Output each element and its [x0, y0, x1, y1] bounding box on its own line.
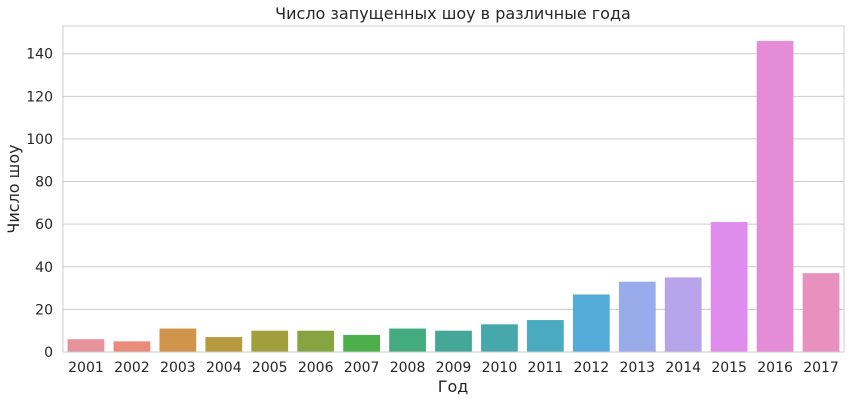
x-tick-label: 2009 — [436, 360, 472, 376]
x-tick-label: 2003 — [160, 360, 196, 376]
bar-2007 — [343, 334, 380, 352]
y-tick-label: 80 — [35, 175, 53, 191]
x-tick-label: 2008 — [390, 360, 426, 376]
x-tick-label: 2013 — [619, 360, 655, 376]
bar-2003 — [159, 328, 197, 352]
bar-2015 — [710, 222, 748, 352]
bar-2017 — [802, 273, 840, 352]
bar-2004 — [205, 337, 243, 352]
bar-2001 — [67, 339, 105, 352]
y-tick-label: 60 — [35, 217, 53, 233]
bar-2009 — [435, 330, 472, 352]
bar-2016 — [756, 40, 794, 352]
x-tick-label: 2006 — [298, 360, 334, 376]
plot-border — [62, 25, 845, 353]
x-tick-label: 2007 — [344, 360, 380, 376]
bar-2002 — [113, 341, 151, 352]
x-tick-label: 2011 — [528, 360, 564, 376]
y-tick-label: 0 — [44, 345, 53, 361]
bar-2011 — [527, 320, 564, 352]
x-tick-label: 2010 — [482, 360, 518, 376]
x-tick-label: 2012 — [574, 360, 610, 376]
bar-2012 — [572, 294, 610, 352]
x-tick-label: 2016 — [757, 360, 793, 376]
bar-2005 — [251, 330, 289, 352]
x-tick-label: 2005 — [252, 360, 288, 376]
bar-2013 — [618, 281, 656, 352]
x-tick-labels: 2001 2002 2003 2004 2005 2006 2007 2008 2009 2010… — [68, 360, 839, 376]
x-tick-label: 2001 — [68, 360, 104, 376]
bars-layer — [67, 40, 840, 352]
x-tick-label: 2017 — [803, 360, 839, 376]
y-tick-label: 120 — [26, 89, 53, 105]
chart-title: Число запущенных шоу в различные года — [275, 4, 631, 23]
y-tick-label: 100 — [26, 132, 53, 148]
x-tick-label: 2014 — [665, 360, 701, 376]
bar-2008 — [389, 328, 426, 352]
bar-2006 — [297, 330, 335, 352]
x-tick-label: 2002 — [114, 360, 150, 376]
x-axis-label: Год — [438, 377, 469, 396]
y-tick-label: 40 — [35, 260, 53, 276]
x-tick-label: 2015 — [711, 360, 747, 376]
y-tick-labels: 0 20 40 60 80 100 120 140 — [26, 47, 53, 361]
y-axis-label: Число шоу — [4, 144, 23, 233]
y-tick-label: 140 — [26, 47, 53, 63]
plot-frame — [62, 25, 845, 353]
x-tick-label: 2004 — [206, 360, 242, 376]
bar-2010 — [481, 324, 518, 352]
y-tick-label: 20 — [35, 302, 53, 318]
bar-2014 — [664, 277, 702, 352]
